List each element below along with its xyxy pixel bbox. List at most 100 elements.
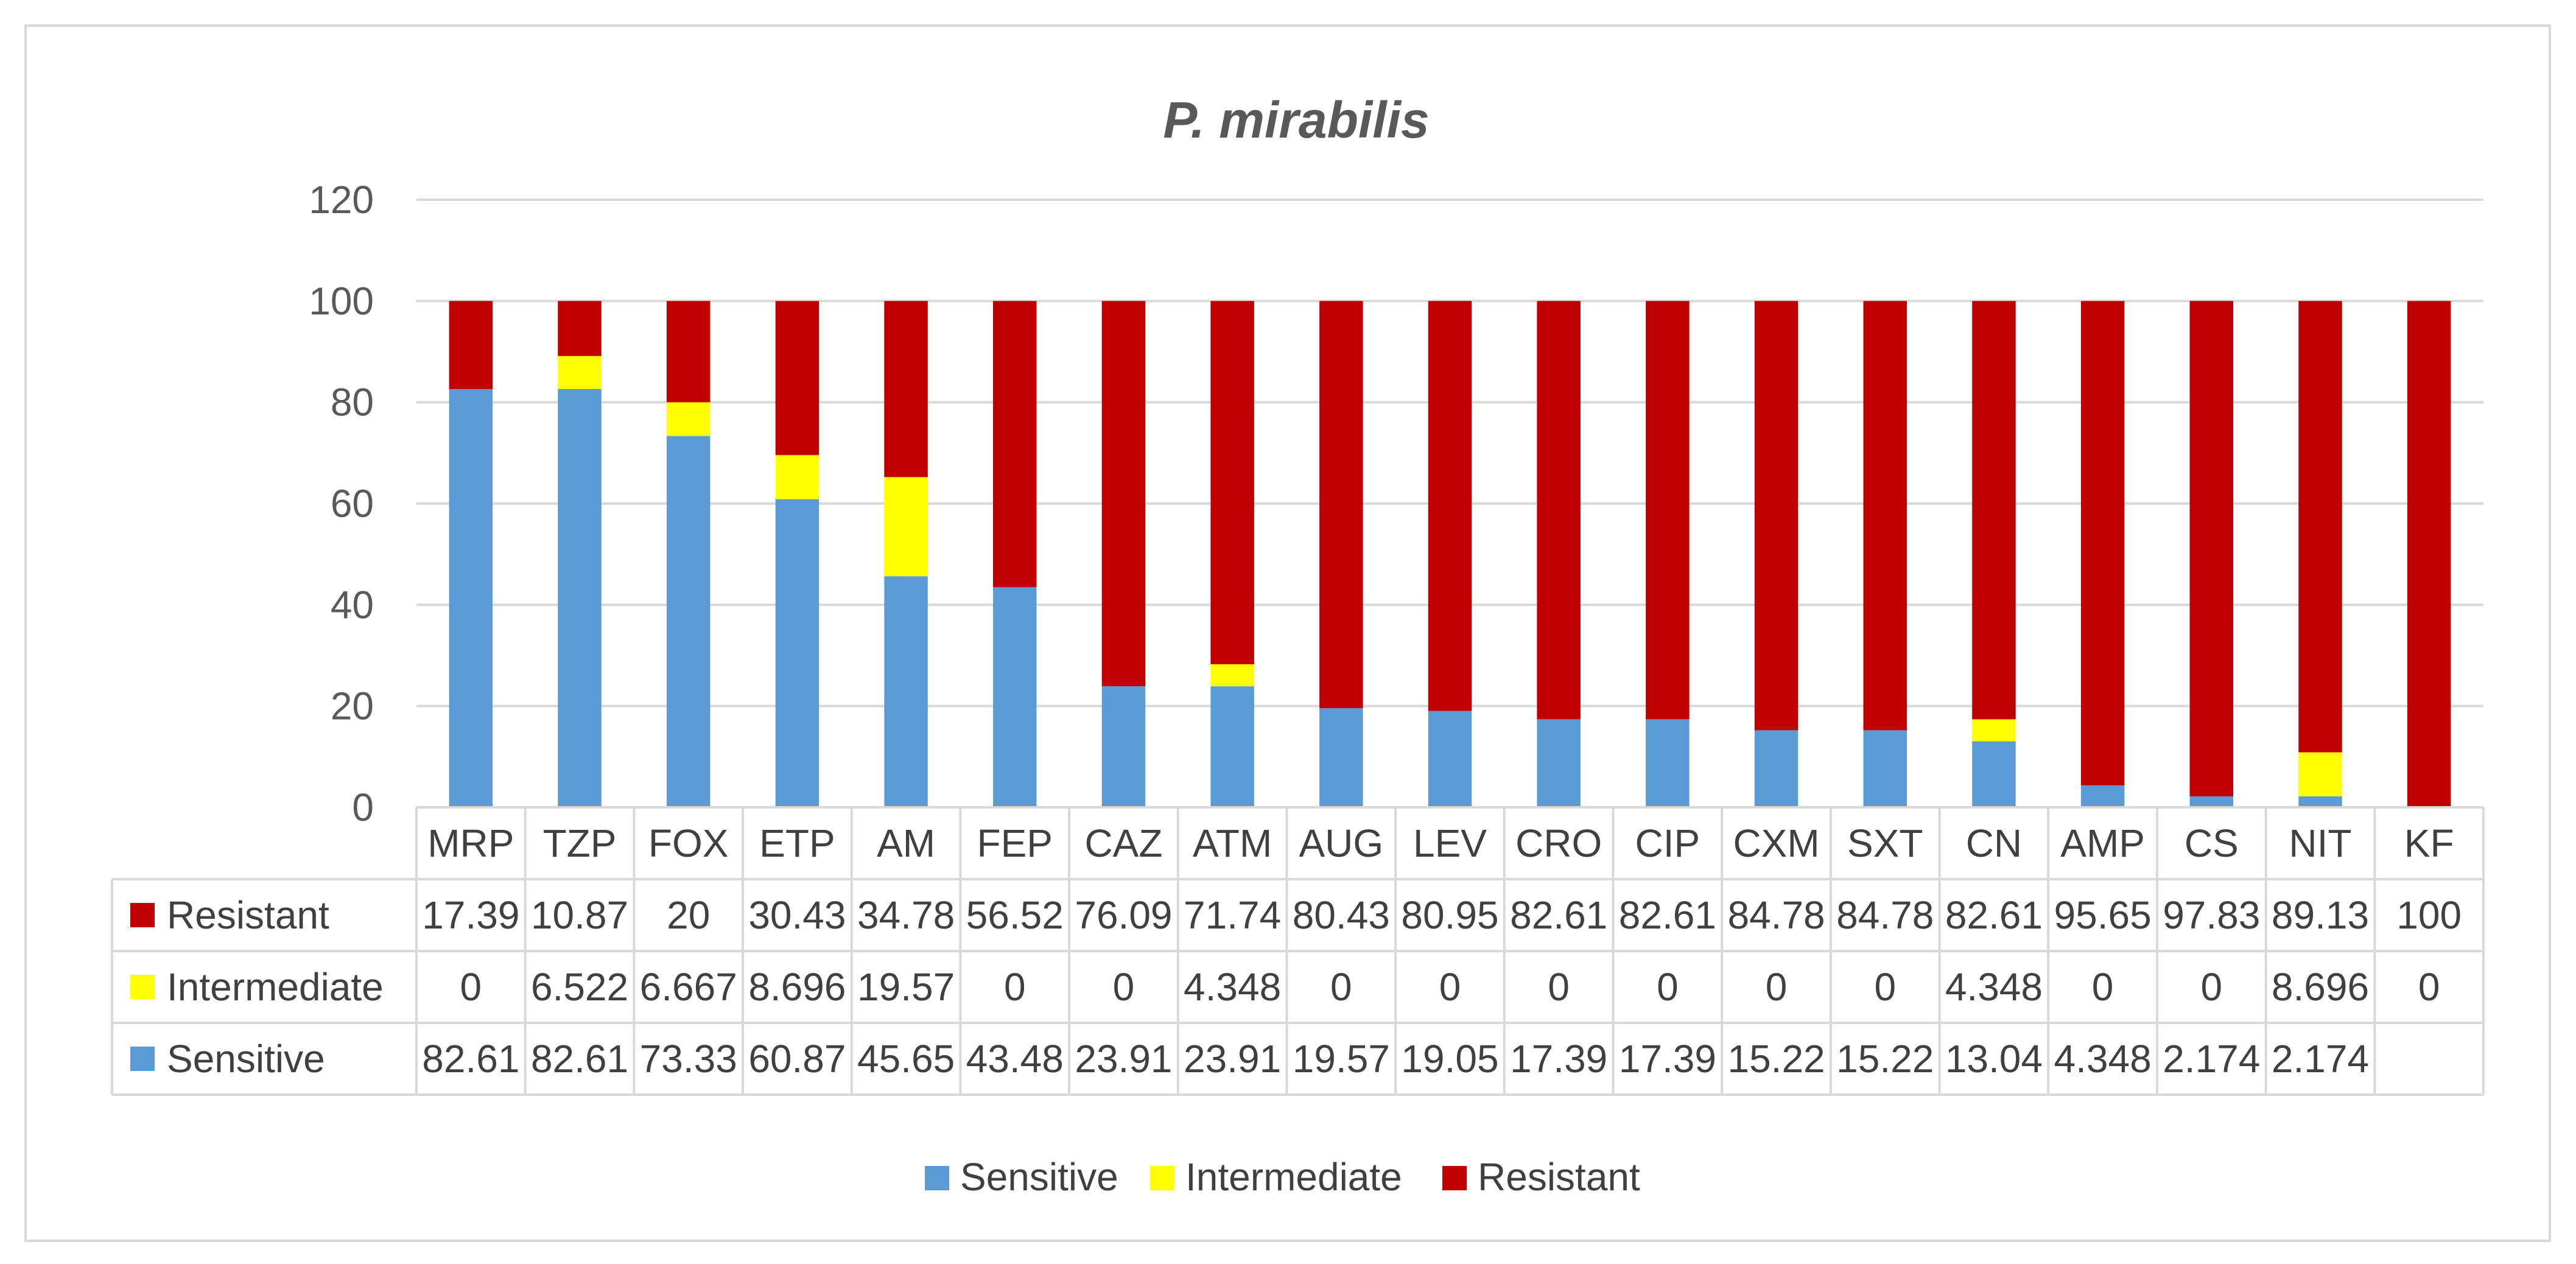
bar-resistant-caz xyxy=(1101,301,1146,687)
data-label: 82.61 xyxy=(1510,893,1607,937)
data-label: 15.22 xyxy=(1727,1037,1825,1081)
data-label: 82.61 xyxy=(1619,893,1716,937)
table-row-label: Resistant xyxy=(167,893,329,937)
bar-resistant-fep xyxy=(993,301,1037,588)
data-label: 0 xyxy=(2092,965,2114,1009)
data-label: 0 xyxy=(1439,965,1461,1009)
bar-intermediate-tzp xyxy=(558,356,602,389)
legend-label-resistant: Resistant xyxy=(1478,1155,1640,1199)
bar-sensitive-cip xyxy=(1646,719,1690,807)
data-label: 0 xyxy=(2200,965,2222,1009)
data-label: 19.05 xyxy=(1401,1037,1498,1081)
category-label: CN xyxy=(1966,821,2022,865)
bar-resistant-lev xyxy=(1428,301,1472,711)
data-label: 0 xyxy=(460,965,482,1009)
bar-resistant-mrp xyxy=(449,301,493,389)
bar-intermediate-nit xyxy=(2298,752,2342,796)
bar-resistant-nit xyxy=(2298,301,2342,753)
chart-frame: P. mirabilis 0 20 40 60 80 100 120 MRP TZP FOX ET… xyxy=(24,24,2551,1242)
data-label: 100 xyxy=(2396,893,2462,937)
y-tick-label: 100 xyxy=(309,279,374,323)
data-label: 6.522 xyxy=(531,965,628,1009)
data-label: 43.48 xyxy=(966,1037,1064,1081)
category-label: CIP xyxy=(1635,821,1700,865)
data-label: 0 xyxy=(1330,965,1352,1009)
legend-label-sensitive: Sensitive xyxy=(960,1155,1118,1199)
bar-sensitive-nit xyxy=(2298,796,2342,807)
data-label: 8.696 xyxy=(2272,965,2369,1009)
data-table: MRP TZP FOX ETP AM FEP CAZ ATM AUG LEV CRO CIP CXM SX… xyxy=(111,806,2485,1096)
bar-resistant-cro xyxy=(1537,301,1581,720)
category-label: KF xyxy=(2404,821,2454,865)
data-label: 19.57 xyxy=(1293,1037,1390,1081)
bar-intermediate-atm xyxy=(1210,664,1254,687)
y-tick-label: 0 xyxy=(352,785,374,829)
y-tick-label: 40 xyxy=(331,583,374,627)
y-tick-label: 80 xyxy=(331,381,374,424)
category-label: NIT xyxy=(2289,821,2351,865)
table-row-label: Sensitive xyxy=(167,1037,325,1081)
data-label: 89.13 xyxy=(2272,893,2369,937)
data-label: 97.83 xyxy=(2163,893,2260,937)
bar-sensitive-tzp xyxy=(558,388,602,807)
bar-sensitive-mrp xyxy=(449,388,493,807)
category-label: CRO xyxy=(1515,821,1602,865)
data-label: 0 xyxy=(1657,965,1679,1009)
legend-swatch-sensitive xyxy=(925,1166,949,1190)
table-legend-key xyxy=(130,903,155,927)
data-label: 13.04 xyxy=(1945,1037,2043,1081)
data-label: 80.95 xyxy=(1401,893,1498,937)
y-tick-label: 20 xyxy=(331,684,374,728)
data-label: 23.91 xyxy=(1184,1037,1281,1081)
bar-sensitive-amp xyxy=(2080,785,2125,807)
bar-intermediate-etp xyxy=(775,455,819,499)
bar-resistant-cs xyxy=(2189,301,2234,796)
category-label: FEP xyxy=(977,821,1053,865)
data-label: 2.174 xyxy=(2163,1037,2260,1081)
data-label: 0 xyxy=(1766,965,1788,1009)
bar-sensitive-etp xyxy=(775,499,819,807)
bar-sensitive-am xyxy=(884,576,928,807)
data-label: 10.87 xyxy=(531,893,628,937)
data-label: 34.78 xyxy=(857,893,955,937)
bar-resistant-atm xyxy=(1210,301,1254,664)
bar-resistant-fox xyxy=(666,301,711,402)
bar-sensitive-lev xyxy=(1428,711,1472,807)
category-label: AMP xyxy=(2060,821,2145,865)
data-label: 45.65 xyxy=(857,1037,955,1081)
data-label: 17.39 xyxy=(422,893,519,937)
data-label: 95.65 xyxy=(2054,893,2152,937)
bar-sensitive-cs xyxy=(2189,796,2234,807)
category-label: FOX xyxy=(648,821,729,865)
bar-resistant-tzp xyxy=(558,301,602,356)
data-label: 73.33 xyxy=(640,1037,737,1081)
category-label: LEV xyxy=(1413,821,1487,865)
data-label: 84.78 xyxy=(1836,893,1934,937)
data-label: 15.22 xyxy=(1836,1037,1934,1081)
y-axis-ticks: 0 20 40 60 80 100 120 xyxy=(309,178,374,829)
bar-resistant-am xyxy=(884,301,928,477)
bar-resistant-amp xyxy=(2080,301,2125,785)
category-label: SXT xyxy=(1847,821,1923,865)
category-label: TZP xyxy=(543,821,617,865)
bar-sensitive-cn xyxy=(1972,741,2016,807)
table-legend-key xyxy=(130,975,155,999)
data-label: 76.09 xyxy=(1075,893,1172,937)
bars xyxy=(449,301,2451,807)
data-label: 4.348 xyxy=(2054,1037,2152,1081)
data-label: 0 xyxy=(1874,965,1896,1009)
bar-resistant-kf xyxy=(2407,301,2451,807)
data-label: 84.78 xyxy=(1727,893,1825,937)
category-label: CXM xyxy=(1733,821,1819,865)
data-label: 0 xyxy=(1548,965,1570,1009)
bar-resistant-sxt xyxy=(1863,301,1907,731)
bar-intermediate-fox xyxy=(666,402,711,437)
bar-resistant-cxm xyxy=(1754,301,1799,731)
bar-sensitive-sxt xyxy=(1863,730,1907,807)
data-label: 30.43 xyxy=(748,893,846,937)
category-label: CAZ xyxy=(1084,821,1162,865)
bar-resistant-cn xyxy=(1972,301,2016,720)
data-label: 20 xyxy=(667,893,710,937)
bar-sensitive-caz xyxy=(1101,686,1146,807)
chart-svg: P. mirabilis 0 20 40 60 80 100 120 MRP TZP FOX ET… xyxy=(111,91,2485,1199)
